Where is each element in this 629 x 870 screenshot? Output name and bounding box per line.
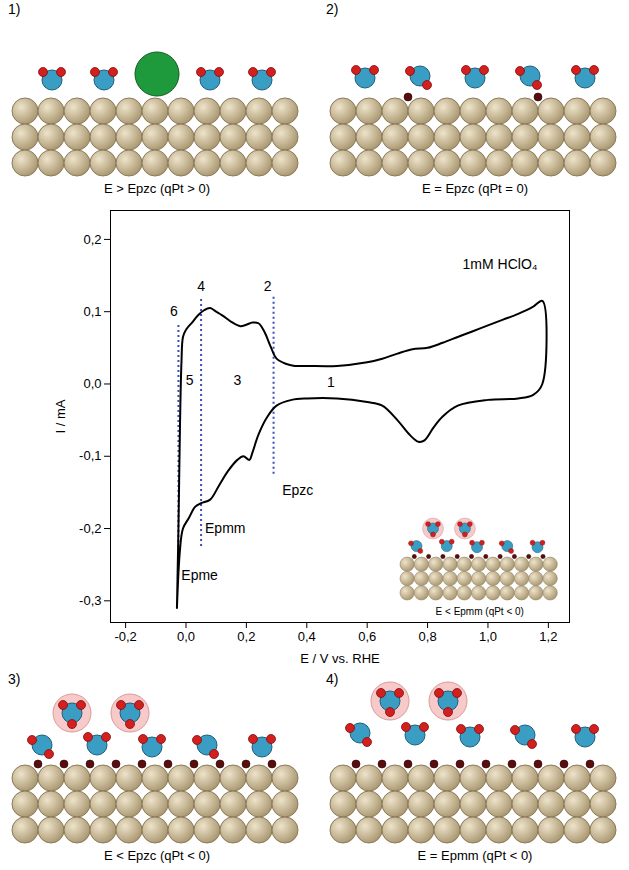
svg-text:0,8: 0,8 [419, 629, 437, 644]
svg-text:-0,2: -0,2 [114, 629, 136, 644]
svg-text:2: 2 [264, 278, 272, 294]
svg-text:E < Epmm (qPt < 0): E < Epmm (qPt < 0) [436, 606, 524, 617]
svg-text:2): 2) [326, 1, 338, 17]
svg-text:4): 4) [326, 671, 338, 687]
svg-text:E < Epzc (qPt < 0): E < Epzc (qPt < 0) [104, 848, 210, 863]
svg-text:-0,3: -0,3 [79, 593, 101, 608]
svg-text:0,0: 0,0 [83, 376, 101, 391]
svg-text:E = Epmm (qPt < 0): E = Epmm (qPt < 0) [418, 848, 533, 863]
svg-text:1mM HClO₄: 1mM HClO₄ [463, 256, 538, 272]
svg-text:0,2: 0,2 [237, 629, 255, 644]
svg-text:1): 1) [8, 1, 20, 17]
svg-text:E = Epzc (qPt = 0): E = Epzc (qPt = 0) [422, 181, 528, 196]
svg-text:0,4: 0,4 [298, 629, 316, 644]
svg-text:3: 3 [233, 372, 241, 388]
svg-text:4: 4 [197, 278, 205, 294]
svg-text:-0,1: -0,1 [79, 448, 101, 463]
svg-text:1,2: 1,2 [539, 629, 557, 644]
svg-text:E / V vs. RHE: E / V vs. RHE [300, 651, 380, 666]
svg-text:0,6: 0,6 [358, 629, 376, 644]
svg-text:I / mA: I / mA [53, 399, 68, 433]
svg-text:6: 6 [170, 303, 178, 319]
svg-text:3): 3) [8, 671, 20, 687]
svg-text:Epmm: Epmm [205, 520, 245, 536]
svg-text:0,0: 0,0 [177, 629, 195, 644]
svg-text:Epme: Epme [181, 567, 218, 583]
svg-text:-0,2: -0,2 [79, 521, 101, 536]
svg-text:5: 5 [186, 372, 194, 388]
svg-text:0,1: 0,1 [83, 304, 101, 319]
svg-text:1: 1 [327, 374, 335, 390]
svg-text:1,0: 1,0 [479, 629, 497, 644]
svg-text:0,2: 0,2 [83, 232, 101, 247]
svg-text:E > Epzc (qPt > 0): E > Epzc (qPt > 0) [104, 181, 210, 196]
svg-text:Epzc: Epzc [282, 482, 313, 498]
